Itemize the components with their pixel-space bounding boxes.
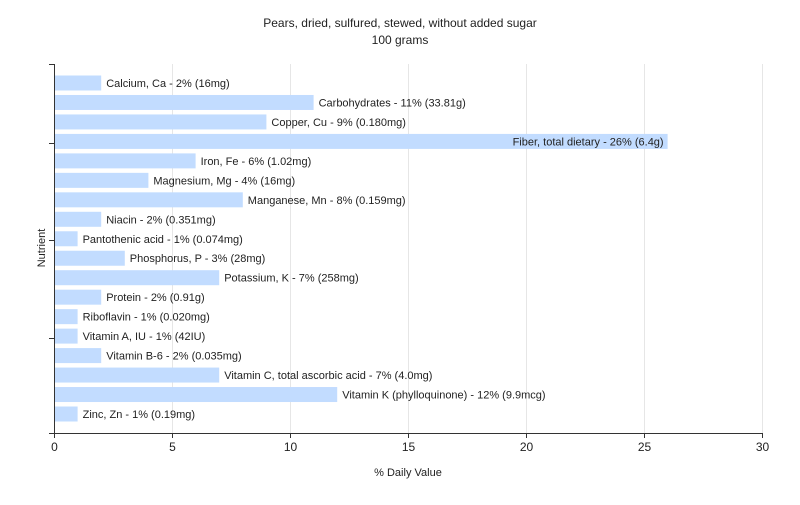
- bar: [55, 406, 78, 422]
- bar-label: Fiber, total dietary - 26% (6.4g): [513, 136, 664, 148]
- bar: [55, 270, 220, 286]
- bar-label: Potassium, K - 7% (258mg): [224, 273, 359, 285]
- bar: [55, 133, 668, 149]
- bar: [55, 172, 149, 188]
- bar: [55, 250, 125, 266]
- axes: 0 5 10 15 20 25 30: [49, 64, 769, 454]
- x-tick-label: 30: [756, 440, 770, 454]
- x-tick-label: 5: [169, 440, 176, 454]
- bar-label: Calcium, Ca - 2% (16mg): [106, 78, 229, 90]
- bar-label: Pantothenic acid - 1% (0.074mg): [83, 234, 243, 246]
- bar-label: Iron, Fe - 6% (1.02mg): [201, 156, 312, 168]
- bar-label: Zinc, Zn - 1% (0.19mg): [83, 409, 195, 421]
- bar-label: Copper, Cu - 9% (0.180mg): [271, 117, 406, 129]
- bar-label: Protein - 2% (0.91g): [106, 292, 204, 304]
- bar-label: Niacin - 2% (0.351mg): [106, 214, 215, 226]
- bar-label: Vitamin B-6 - 2% (0.035mg): [106, 351, 242, 363]
- bar: [55, 211, 102, 227]
- bar: [55, 289, 102, 305]
- bar: [55, 387, 338, 403]
- x-tick-label: 10: [284, 440, 298, 454]
- bar-label: Vitamin A, IU - 1% (42IU): [83, 331, 206, 343]
- bar: [55, 231, 78, 247]
- bar: [55, 309, 78, 325]
- y-axis-label: Nutrient: [36, 229, 48, 268]
- bar-label: Magnesium, Mg - 4% (16mg): [153, 175, 295, 187]
- bar: [55, 192, 243, 208]
- x-axis-label: % Daily Value: [374, 467, 442, 479]
- bar-label: Phosphorus, P - 3% (28mg): [130, 253, 266, 265]
- x-tick-label: 0: [51, 440, 58, 454]
- x-tick-label: 20: [520, 440, 534, 454]
- x-tick-label: 25: [638, 440, 652, 454]
- bars: Calcium, Ca - 2% (16mg) Carbohydrates - 1…: [55, 75, 668, 422]
- bar-label: Carbohydrates - 11% (33.81g): [319, 97, 466, 109]
- bar: [55, 114, 267, 130]
- chart-subtitle: 100 grams: [372, 33, 429, 47]
- bar: [55, 367, 220, 383]
- bar: [55, 328, 78, 344]
- bar: [55, 94, 314, 110]
- bar: [55, 75, 102, 91]
- bar: [55, 348, 102, 364]
- bar-label: Manganese, Mn - 8% (0.159mg): [248, 195, 406, 207]
- bar: [55, 153, 196, 169]
- chart-title: Pears, dried, sulfured, stewed, without …: [263, 16, 537, 30]
- bar-label: Riboflavin - 1% (0.020mg): [83, 312, 210, 324]
- bar-label: Vitamin K (phylloquinone) - 12% (9.9mcg): [342, 390, 545, 402]
- x-tick-label: 15: [402, 440, 416, 454]
- bar-label: Vitamin C, total ascorbic acid - 7% (4.0…: [224, 370, 432, 382]
